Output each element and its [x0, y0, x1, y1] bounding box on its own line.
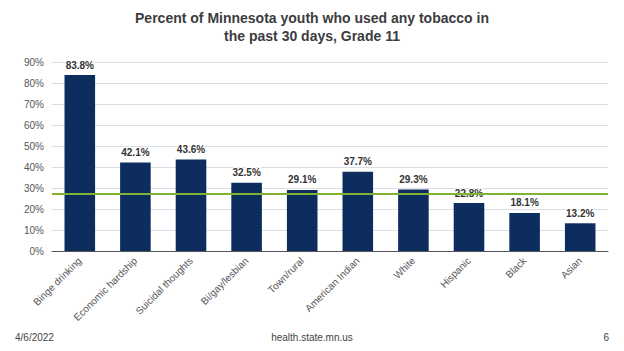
svg-text:the past 30 days, Grade 11: the past 30 days, Grade 11: [224, 28, 400, 44]
svg-text:43.6%: 43.6%: [177, 144, 205, 155]
svg-text:0%: 0%: [30, 246, 45, 257]
svg-text:80%: 80%: [24, 78, 44, 89]
svg-text:50%: 50%: [24, 141, 44, 152]
svg-text:Bi/gay/lesbian: Bi/gay/lesbian: [199, 255, 251, 307]
svg-text:Hispanic: Hispanic: [438, 255, 473, 290]
svg-text:29.1%: 29.1%: [288, 174, 316, 185]
svg-text:6: 6: [603, 332, 609, 343]
svg-text:40%: 40%: [24, 162, 44, 173]
svg-text:18.1%: 18.1%: [510, 197, 538, 208]
svg-text:20%: 20%: [24, 204, 44, 215]
svg-text:4/6/2022: 4/6/2022: [15, 332, 54, 343]
svg-text:13.2%: 13.2%: [566, 208, 594, 219]
svg-text:29.3%: 29.3%: [399, 174, 427, 185]
svg-text:90%: 90%: [24, 57, 44, 68]
svg-text:health.state.mn.us: health.state.mn.us: [271, 332, 353, 343]
svg-text:Percent of Minnesota youth who: Percent of Minnesota youth who used any …: [135, 10, 489, 26]
svg-text:70%: 70%: [24, 99, 44, 110]
svg-text:60%: 60%: [24, 120, 44, 131]
svg-text:30%: 30%: [24, 183, 44, 194]
svg-text:32.5%: 32.5%: [232, 167, 260, 178]
svg-text:Binge drinking: Binge drinking: [31, 255, 84, 308]
svg-text:Asian: Asian: [559, 255, 584, 280]
svg-text:37.7%: 37.7%: [344, 156, 372, 167]
svg-text:42.1%: 42.1%: [121, 147, 149, 158]
svg-text:Economic hardship: Economic hardship: [71, 255, 139, 323]
svg-text:White: White: [391, 255, 417, 281]
svg-text:American Indian: American Indian: [303, 255, 362, 314]
svg-text:22.8%: 22.8%: [454, 187, 484, 199]
svg-text:Black: Black: [503, 255, 528, 280]
svg-text:Town/rural: Town/rural: [266, 255, 306, 295]
svg-text:83.8%: 83.8%: [66, 60, 94, 71]
svg-text:Suicidal thoughts: Suicidal thoughts: [133, 255, 195, 317]
svg-text:10%: 10%: [24, 225, 44, 236]
